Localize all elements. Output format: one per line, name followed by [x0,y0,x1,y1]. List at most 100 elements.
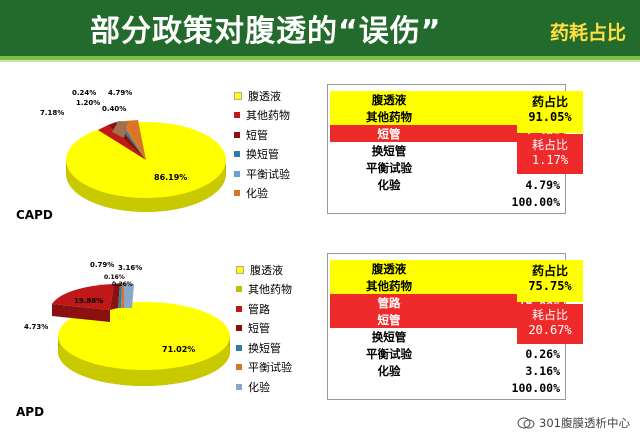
apd-slice-balance-test [121,283,124,308]
capd-drug-ratio-label: 药占比 [531,95,568,109]
apd-consumable-ratio-label: 耗占比 [531,308,568,322]
table-cell-label: 平衡试验 [330,345,448,362]
apd-legend-label: 其他药物 [248,283,292,297]
capd-legend-label: 短管 [246,128,268,142]
apd-pie-chart: 0.79% 3.16% 0.16% 0.26% 19.88% 4.73% 71.… [24,261,230,386]
table-cell-label: 短管 [330,311,448,328]
capd-legend-item: 化验 [234,184,290,204]
capd-legend-item: 短管 [234,125,290,145]
table-cell-label: 换短管 [330,142,448,159]
table-cell-label: 化验 [330,176,448,193]
table-row: 其他药物4.73% [330,277,564,294]
header-divider [0,56,640,60]
table-row: 化验 3.16% [330,362,564,379]
table-cell-label: 其他药物 [330,277,448,294]
capd-drug-ratio-value: 91.05% [528,110,572,124]
table-cell-label: 腹透液 [330,260,448,277]
table-cell-label: 换短管 [330,328,448,345]
capd-pie-label-2: 4.79% [108,89,132,97]
table-row: 100.00% [330,379,564,396]
table-row: 100.00% [330,193,564,210]
table-row: 化验 4.79% [330,176,564,193]
apd-consumable-ratio-box: 耗占比 20.67% [517,304,583,344]
apd-legend-label: 短管 [248,322,270,336]
capd-label: CAPD [16,208,53,222]
apd-legend-item: 腹透液 [236,260,292,280]
apd-pie-label-4: 19.88% [74,297,103,305]
capd-pie-label-5: 86.19% [154,173,187,182]
capd-legend-label: 平衡试验 [246,167,290,181]
apd-pie-label-1: 3.16% [118,264,142,272]
table-cell-value: 4.79% [448,176,564,193]
capd-pie-label-4: 0.40% [102,105,126,113]
capd-slice-balance-test [120,121,146,160]
apd-slice-pipeline [52,284,114,310]
table-cell-value: 100.00% [448,379,564,396]
apd-drug-ratio-value: 75.75% [528,279,572,293]
apd-legend-label: 腹透液 [250,263,283,277]
capd-slice-other-drugs [98,125,146,160]
table-cell-value: 3.16% [448,362,564,379]
apd-legend: 腹透液 其他药物 管路 短管 换短管 平衡试验 化验 [236,260,292,397]
capd-legend-item: 腹透液 [234,86,290,106]
table-cell-label: 其他药物 [330,108,448,125]
capd-consumable-ratio-value: 1.17% [531,153,569,167]
apd-slice-change-tube [118,283,122,308]
apd-legend-item: 平衡试验 [236,358,292,378]
table-cell-label: 平衡试验 [330,159,448,176]
header-divider-light [0,60,640,62]
capd-legend-item: 换短管 [234,145,290,165]
wechat-icon [517,417,535,429]
table-cell-value: 100.00% [448,193,564,210]
capd-consumable-ratio-label: 耗占比 [531,138,568,152]
apd-pie-label-0: 0.79% [90,261,114,269]
table-cell-label: 短管 [330,125,448,142]
table-cell-label: 管路 [330,294,448,311]
watermark: 301腹膜透析中心 [517,415,630,431]
apd-legend-item: 化验 [236,377,292,397]
table-cell-value: 0.26% [448,345,564,362]
table-cell-label [330,379,448,396]
watermark-text: 301腹膜透析中心 [539,416,630,430]
apd-pie-label-3: 0.26% [112,281,133,288]
capd-slice-lab-exploded [112,122,128,138]
apd-slice-short-tube [110,283,120,310]
apd-legend-label: 平衡试验 [248,361,292,375]
capd-slice-lab [124,120,146,160]
apd-slice-lab [124,283,134,308]
table-cell-label [330,193,448,210]
page-title: 部分政策对腹透的“误伤” [90,14,442,49]
header-bar: 部分政策对腹透的“误伤” 药耗占比 [0,0,640,56]
apd-legend-item: 换短管 [236,338,292,358]
capd-pie-label-3: 7.18% [40,109,64,117]
apd-legend-label: 换短管 [248,341,281,355]
table-cell-label: 腹透液 [330,91,448,108]
apd-legend-label: 管路 [248,302,270,316]
page-subtitle: 药耗占比 [549,22,626,44]
apd-pie-label-6: 71.02% [162,345,195,354]
apd-pie-label-2: 0.16% [104,274,125,281]
apd-drug-ratio-label: 药占比 [531,264,568,278]
capd-legend-label: 换短管 [246,148,279,162]
capd-drug-ratio-box: 药占比 91.05% [517,91,583,133]
capd-legend-label: 腹透液 [248,89,281,103]
table-row: 平衡试验 0.26% [330,345,564,362]
capd-legend: 腹透液 其他药物 短管 换短管 平衡试验 化验 [234,86,290,203]
apd-consumable-ratio-value: 20.67% [528,323,572,337]
apd-legend-item: 其他药物 [236,280,292,300]
capd-legend-item: 平衡试验 [234,164,290,184]
apd-label: APD [16,405,45,419]
capd-pie-chart: 0.24% 1.20% 4.79% 7.18% 0.40% 86.19% [40,89,226,212]
apd-legend-item: 管路 [236,299,292,319]
table-cell-label: 化验 [330,362,448,379]
apd-drug-ratio-box: 药占比 75.75% [517,260,583,302]
capd-pie-label-0: 0.24% [72,89,96,97]
apd-pie-label-5: 4.73% [24,323,48,331]
capd-legend-label: 其他药物 [246,109,290,123]
apd-legend-item: 短管 [236,319,292,339]
capd-legend-item: 其他药物 [234,106,290,126]
apd-legend-label: 化验 [248,380,270,394]
capd-consumable-ratio-box: 耗占比 1.17% [517,134,583,174]
capd-pie-label-1: 1.20% [76,99,100,107]
